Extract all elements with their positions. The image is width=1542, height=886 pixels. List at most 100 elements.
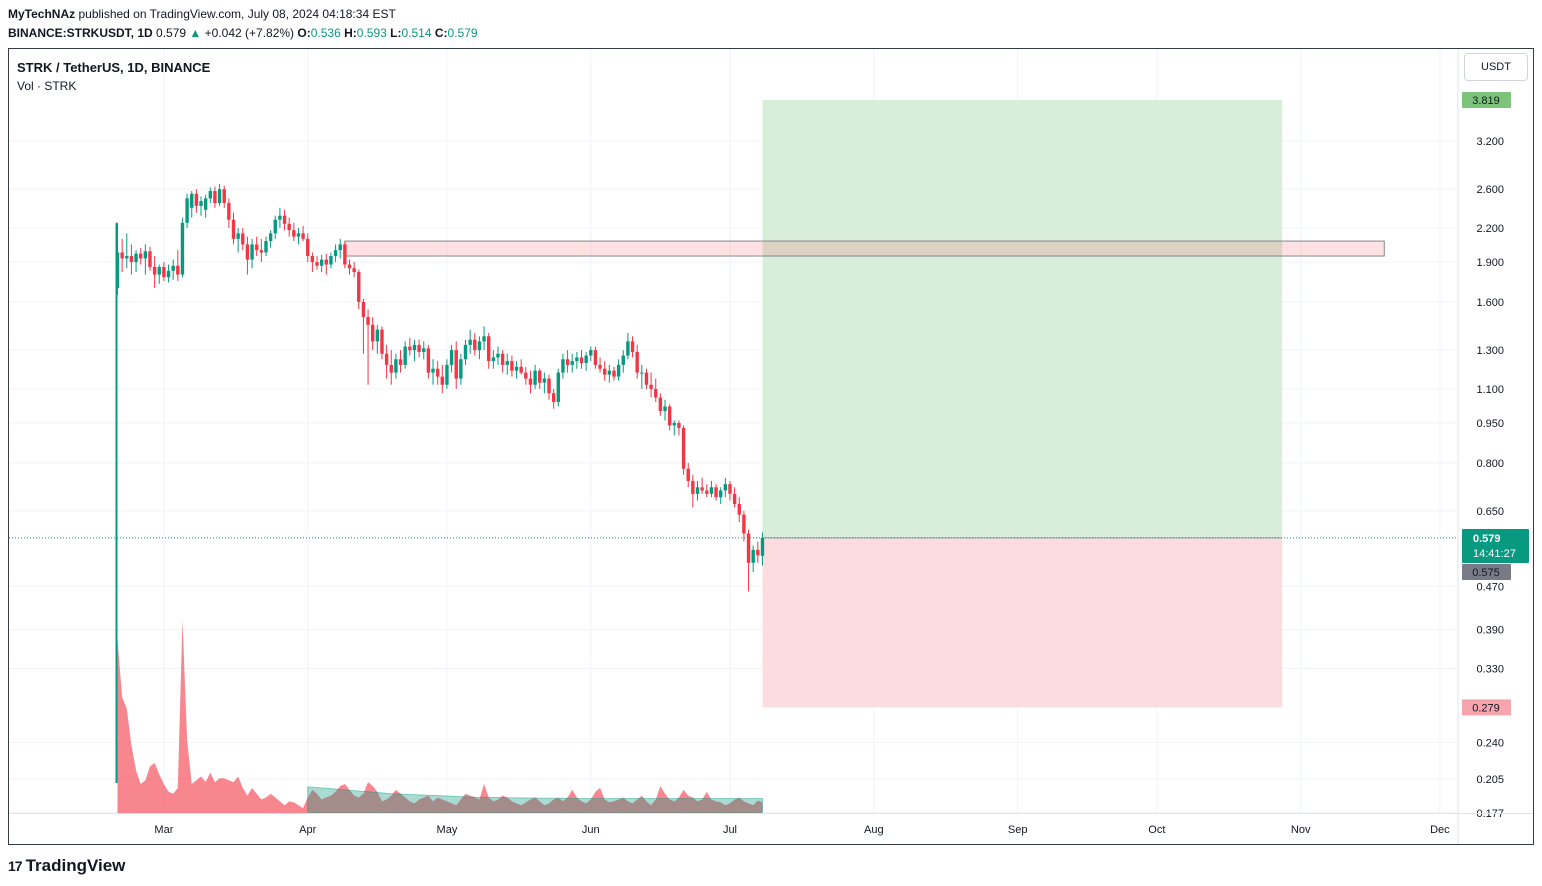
candle-body (250, 244, 254, 260)
candle-body (157, 266, 161, 275)
candle-body (621, 355, 625, 365)
close-value: 0.579 (447, 26, 478, 40)
candle-body (579, 357, 584, 363)
candle-body (259, 250, 264, 253)
candle-body (380, 329, 384, 354)
candle-body (301, 233, 305, 239)
y-tick-label: 1.100 (1476, 384, 1504, 396)
candle-body (338, 244, 342, 251)
candle-body (347, 264, 352, 269)
candle-body (440, 376, 444, 385)
candle-body (357, 272, 361, 302)
candle-body (324, 259, 328, 265)
y-tick-label: 0.650 (1476, 506, 1504, 518)
y-tick-label: 0.950 (1476, 418, 1504, 430)
candle-body (556, 372, 560, 402)
x-tick-label: Aug (864, 824, 884, 836)
x-tick-label: Nov (1291, 824, 1311, 836)
candle-body (445, 364, 449, 385)
author-name: MyTechNAz (8, 7, 76, 21)
candle-body (533, 370, 537, 385)
candle-body (667, 406, 672, 426)
candle-body (719, 490, 723, 498)
change-up-icon: ▲ (189, 26, 202, 40)
candle-body (519, 366, 523, 373)
countdown-label: 14:41:27 (1473, 548, 1516, 560)
candle-body (213, 191, 217, 204)
high-value: 0.593 (356, 26, 387, 40)
alt-price-label: 0.575 (1472, 567, 1500, 579)
candle-body (148, 251, 152, 267)
volume-ma-area (307, 786, 763, 814)
candle-body (120, 252, 124, 259)
low-label: L: (390, 26, 402, 40)
candle-body (570, 361, 574, 365)
candle-body (371, 324, 375, 342)
candle-body (626, 341, 630, 356)
candle-body (728, 484, 732, 494)
candle-body (524, 372, 528, 379)
candle-body (217, 189, 222, 204)
candle-body (384, 353, 389, 365)
candle-body (538, 370, 542, 383)
candle-body (231, 219, 236, 239)
candle-body (287, 223, 291, 231)
candle-body (329, 256, 333, 265)
candle-body (435, 368, 440, 377)
candle-body (199, 201, 203, 206)
candle-body (496, 353, 500, 358)
candle-body (431, 368, 435, 373)
candle-body (375, 329, 380, 342)
candle-body (208, 191, 212, 199)
candle-body (264, 241, 268, 253)
candle-body (584, 355, 588, 363)
x-tick-label: Sep (1008, 824, 1028, 836)
y-tick-label: 3.200 (1476, 136, 1504, 148)
y-tick-label: 1.900 (1476, 257, 1504, 269)
candle-body (742, 514, 746, 534)
candle-body (394, 359, 398, 373)
candle-body (482, 336, 486, 342)
candle-body (296, 233, 301, 237)
candle-body (227, 203, 231, 220)
loss-zone (762, 537, 1283, 708)
candle-body (166, 270, 171, 278)
candle-body (616, 364, 621, 377)
candle-body (306, 238, 310, 257)
candle-body (561, 359, 565, 373)
candle-body (389, 364, 393, 373)
y-tick-label: 0.330 (1476, 663, 1504, 675)
candle-body (677, 422, 681, 428)
x-tick-label: Apr (299, 824, 316, 836)
candle-body (417, 344, 421, 352)
candle-body (635, 351, 639, 373)
candle-body (709, 487, 714, 494)
candle-body (236, 233, 240, 239)
currency-button[interactable]: USDT (1464, 53, 1528, 81)
open-label: O: (297, 26, 311, 40)
volume-legend[interactable]: Vol · STRK (17, 79, 77, 93)
candle-body (723, 484, 728, 491)
x-tick-label: Jun (582, 824, 600, 836)
tradingview-logo-icon: 17 (8, 858, 23, 874)
candle-body (245, 244, 250, 260)
chart-legend-title[interactable]: STRK / TetherUS, 1D, BINANCE (17, 60, 211, 75)
publish-info: MyTechNAz published on TradingView.com, … (8, 7, 396, 21)
candle-body (654, 388, 658, 398)
candle-body (514, 366, 519, 371)
candle-body (310, 256, 315, 263)
candle-body (477, 341, 482, 351)
x-tick-label: May (437, 824, 458, 836)
candle-body (273, 219, 277, 234)
symbol-ohlc-bar: BINANCE:STRKUSDT, 1D 0.579 ▲ +0.042 (+7.… (8, 26, 478, 40)
stop-price-label: 0.279 (1472, 702, 1500, 714)
candles (115, 183, 765, 784)
tradingview-logo[interactable]: 17 TradingView (8, 856, 125, 876)
close-label: C: (434, 26, 448, 40)
candle-body (700, 487, 704, 491)
y-tick-label: 0.470 (1476, 581, 1504, 593)
candle-body (756, 549, 760, 556)
candle-body (672, 422, 676, 426)
stop-price-label-bg (1462, 699, 1511, 716)
